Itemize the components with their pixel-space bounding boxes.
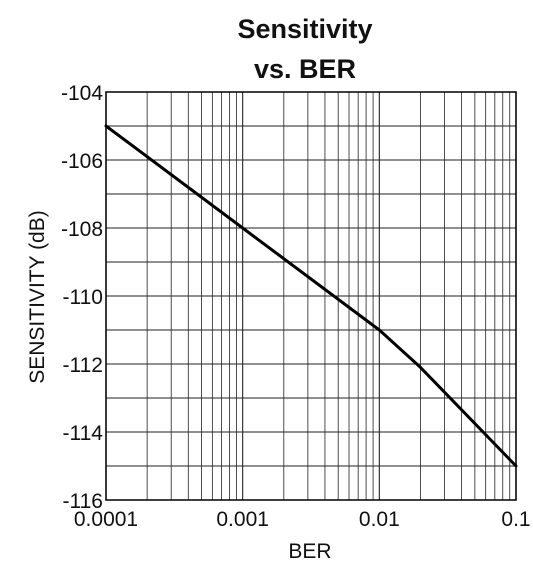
x-tick-label: 0.001 (216, 508, 269, 531)
plot-frame (105, 91, 517, 501)
x-tick-label: 0.1 (501, 508, 530, 531)
grid (105, 91, 517, 501)
y-tick-label: -106 (61, 150, 103, 173)
y-tick-label: -104 (61, 82, 103, 105)
series-layer (104, 124, 518, 468)
y-axis-label: SENSITIVITY (dB) (26, 210, 49, 384)
x-axis-label: BER (288, 540, 331, 563)
x-tick-label: 0.01 (359, 508, 400, 531)
y-tick-label: -112 (63, 354, 103, 377)
chart-title: Sensitivity vs. BER (237, 14, 372, 84)
y-axis-ticks: -104 -106 -108 -110 -112 -114 -116 (61, 82, 103, 513)
x-tick-label: 0.0001 (74, 508, 138, 531)
y-tick-label: -114 (63, 422, 104, 445)
y-tick-label: -110 (63, 286, 103, 309)
series-line-1 (104, 124, 518, 468)
y-tick-label: -108 (61, 218, 103, 241)
chart-title-line-1: Sensitivity (237, 14, 372, 44)
y-tick-label: -116 (63, 490, 103, 513)
chart-title-line-2: vs. BER (254, 54, 356, 84)
x-axis-ticks: 0.0001 0.001 0.01 0.1 (74, 508, 531, 531)
